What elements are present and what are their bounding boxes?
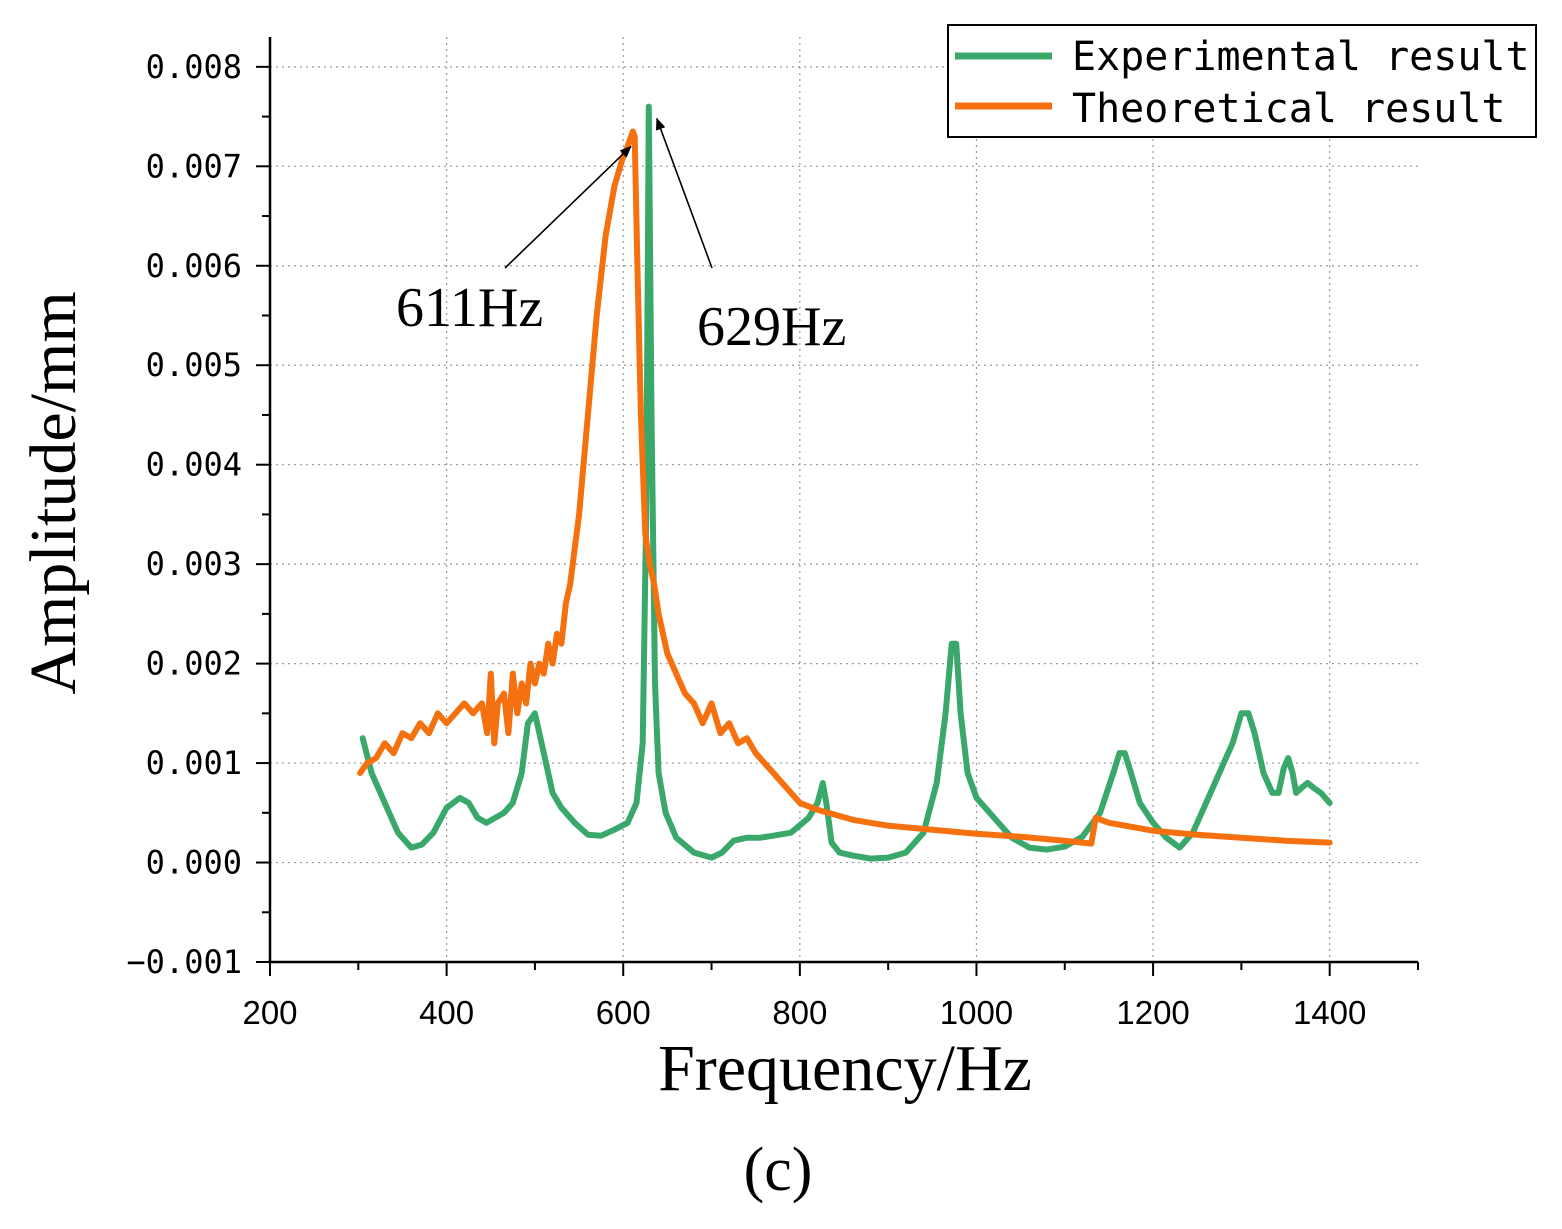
grid-lines	[270, 37, 1418, 962]
y-tick-label: 0.006	[146, 247, 242, 285]
legend-label-experimental: Experimental result	[1072, 34, 1530, 80]
y-axis-title: Amplitude/mm	[17, 291, 90, 694]
x-tick-label: 1400	[1293, 994, 1366, 1031]
annotations: 611Hz 629Hz	[396, 117, 846, 358]
y-tick-label: 0.008	[146, 48, 242, 86]
annotation-label-611hz: 611Hz	[396, 277, 543, 339]
x-tick-label: 400	[419, 994, 474, 1031]
x-tick-label: 1200	[1116, 994, 1189, 1031]
axes: 200 400 600 800 1000 1200 1400 −0.001 0.000 0.001…	[126, 37, 1419, 1031]
x-axis-title: Frequency/Hz	[658, 1032, 1032, 1105]
legend-box	[947, 24, 1537, 138]
y-tick-label: 0.005	[146, 346, 242, 384]
y-tick-label: 0.001	[146, 744, 242, 782]
y-tick-label: 0.004	[146, 446, 242, 484]
experimental-result-line	[359, 103, 1333, 862]
x-tick-label: 200	[242, 994, 297, 1031]
data-series	[357, 103, 1333, 862]
x-tick-label: 800	[772, 994, 827, 1031]
y-tick-label: 0.002	[146, 645, 242, 683]
x-tick-label: 600	[596, 994, 651, 1031]
y-tick-label: 0.000	[146, 844, 242, 882]
annotation-arrow-611hz	[504, 145, 632, 269]
legend: Experimental result Theoretical result	[947, 24, 1537, 138]
theoretical-result-line	[357, 128, 1333, 847]
y-tick-label: 0.007	[146, 147, 242, 185]
x-tick-label: 1000	[940, 994, 1013, 1031]
y-tick-label: 0.003	[146, 545, 242, 583]
legend-label-theoretical: Theoretical result	[1072, 86, 1505, 132]
annotation-label-629hz: 629Hz	[697, 296, 846, 358]
figure-caption: (c)	[744, 1136, 813, 1204]
y-tick-label: −0.001	[126, 943, 242, 981]
annotation-arrow-629hz	[655, 117, 713, 269]
